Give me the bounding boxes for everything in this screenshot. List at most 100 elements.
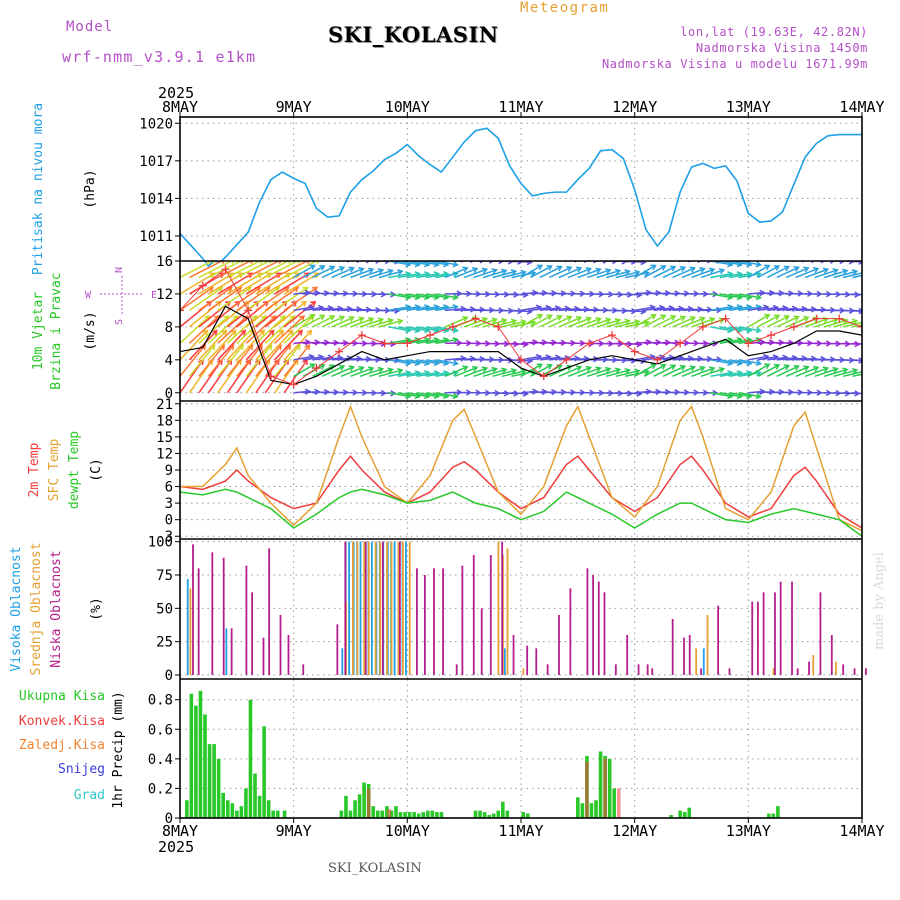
cloud-bar (835, 661, 837, 675)
wind-barb (511, 392, 528, 395)
wind-barb (274, 330, 303, 361)
wind-barb (558, 357, 579, 361)
precip-bar (776, 806, 780, 818)
wind-barb (303, 356, 324, 361)
wind-barb (463, 367, 487, 377)
wind-barb (653, 266, 676, 279)
wind-barb-head (689, 315, 696, 322)
wind-barb (577, 268, 601, 279)
wind-barb-head (759, 289, 766, 297)
wind-barb-head (660, 363, 667, 370)
wind-barb (747, 264, 770, 279)
y-tick-label: 6 (165, 480, 173, 496)
wind-barb (511, 293, 528, 296)
cloud-mid-label: Srednja Oblacnost (29, 542, 44, 675)
wind-barb-head (510, 269, 518, 276)
wind-barb (188, 315, 220, 344)
wind-barb-head (316, 261, 320, 264)
wind-barb (407, 293, 430, 299)
wind-barb (520, 390, 538, 394)
wind-barb-head (536, 363, 544, 370)
wind-barb (757, 314, 780, 328)
conv-precip-bar (387, 809, 391, 818)
wind-barb (587, 318, 611, 328)
wind-barb (663, 307, 684, 312)
wind-barb (369, 368, 393, 378)
cloud-high-label: Visoka Oblacnost (9, 546, 24, 671)
wind-barb (738, 359, 761, 365)
cloud-bar (522, 668, 525, 675)
wind-barb (568, 267, 591, 279)
x-tick-label-top: 12MAY (612, 98, 657, 116)
wind-barb (852, 359, 862, 362)
wind-barb-head (832, 366, 839, 374)
wind-barb (245, 315, 277, 344)
wind-barb (416, 272, 439, 279)
wind-barb (369, 269, 393, 279)
precip-bar (598, 751, 603, 818)
gust-marker (585, 339, 594, 348)
precip-bar (389, 810, 394, 818)
wind-barb-head (614, 367, 622, 374)
wind-barb-head (556, 314, 563, 321)
wind-barb (350, 268, 374, 279)
wind-barb (255, 315, 286, 344)
product-title: Meteogram (520, 0, 610, 16)
wind-barb-head (397, 367, 404, 375)
precip-label-1: Konvek.Kisa (19, 714, 105, 729)
conv-precip-bar (603, 758, 607, 818)
gust-marker (180, 306, 184, 315)
wind-barb-head (302, 358, 308, 366)
elevation: Nadmorska Visina 1450m (695, 41, 868, 55)
x-tick-label-top: 13MAY (726, 98, 771, 116)
wind-barb-head (878, 364, 883, 368)
wind-barb (501, 370, 526, 378)
wind-barb-head (501, 268, 508, 275)
cloud-bar (651, 668, 654, 675)
wind-barb (644, 306, 665, 312)
wind-barb (719, 305, 742, 312)
wind-barb (606, 319, 630, 328)
cloud-bar (390, 541, 393, 675)
wind-barb (861, 392, 862, 393)
wind-barb (814, 269, 838, 279)
wind-barb (681, 267, 705, 279)
wind-barb (454, 366, 478, 377)
wind-barb-head (230, 329, 237, 336)
cloud-bar (717, 605, 720, 675)
wind-barb (520, 306, 541, 312)
compass-s: S (114, 319, 125, 325)
wind-barb (283, 261, 319, 279)
wind-barb-head (469, 306, 477, 313)
gust-marker (630, 347, 639, 356)
wind-barb-head (471, 365, 479, 372)
wind-barb-head (645, 388, 653, 395)
wind-barb (236, 261, 239, 262)
x-tick-label-top: 8MAY (162, 98, 198, 116)
wind-barb-head (718, 366, 726, 374)
wind-barb-head (479, 261, 485, 264)
wind-barb (729, 338, 752, 345)
wind-barb (862, 258, 882, 261)
wind-barb-head (645, 289, 653, 297)
compass-e: E (151, 290, 157, 301)
wind-barb-head (868, 358, 872, 363)
wind-barb (814, 318, 838, 328)
wind-barb-head (384, 261, 391, 265)
wind-barb (293, 363, 315, 377)
wind-barb-head (532, 339, 539, 346)
gust-marker (607, 331, 616, 340)
cloud-bar (455, 664, 458, 675)
cloud-bar (535, 648, 538, 675)
wind-barb (852, 373, 862, 378)
wind-barb-head (375, 261, 381, 264)
precip-bar (521, 812, 526, 818)
wind-barb (530, 364, 552, 377)
wind-barb (482, 319, 507, 328)
wind-barb-head (452, 392, 459, 400)
wind-barb (416, 305, 439, 312)
wind-barb-head (266, 272, 273, 279)
wind-barb (312, 315, 335, 328)
cloud-bar (501, 541, 504, 675)
y-tick-label: 3 (165, 496, 173, 512)
